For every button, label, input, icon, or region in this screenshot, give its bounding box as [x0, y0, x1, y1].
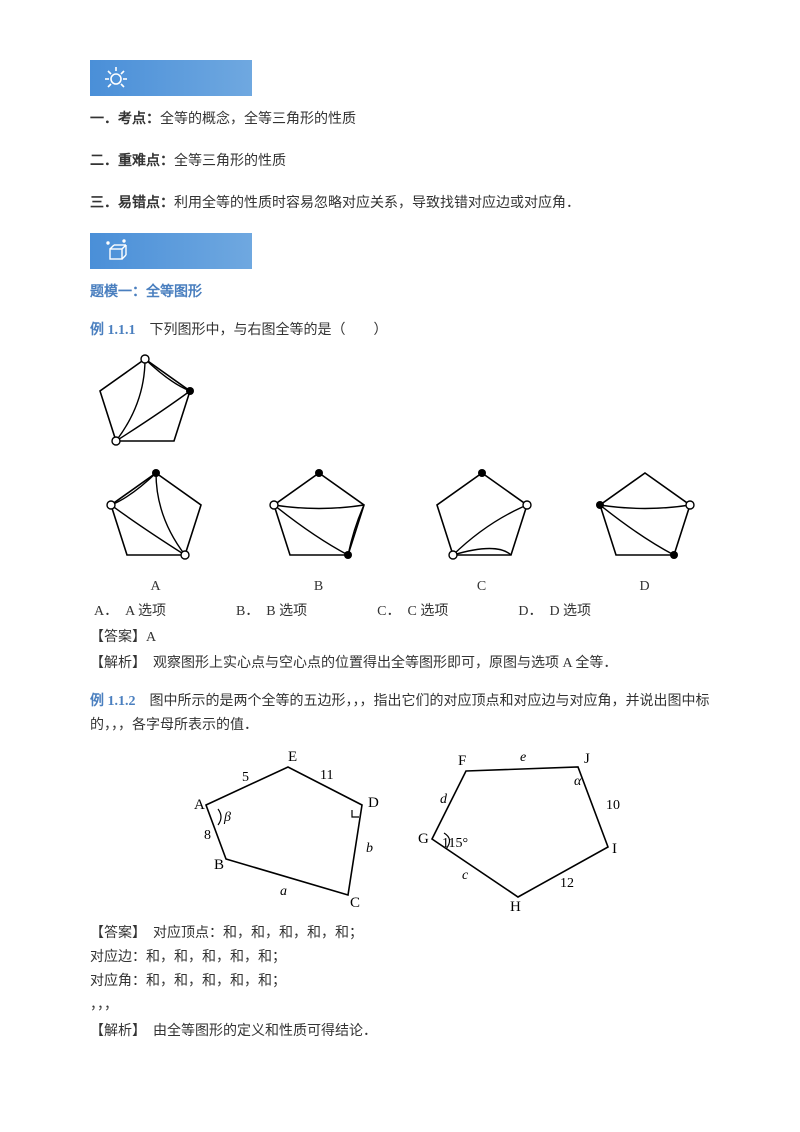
- lblF: F: [458, 753, 466, 769]
- s_AE: 5: [242, 770, 249, 785]
- lblI: I: [612, 841, 617, 857]
- s_HI: 12: [560, 876, 574, 891]
- ex2-analysis-text: 由全等图形的定义和性质可得结论．: [139, 1024, 377, 1039]
- ex1-option-text-line: A． A 选项 B． B 选项 C． C 选项 D． D 选项: [90, 600, 710, 624]
- point-1-text: 全等的概念，全等三角形的性质: [160, 112, 356, 127]
- ex1-num: 例 1.1.1: [90, 323, 136, 338]
- ex1-option-c: C: [416, 467, 547, 599]
- lightbulb-icon: [102, 64, 130, 92]
- s_a: a: [280, 884, 287, 899]
- ex1-answer: 【答案】A: [90, 626, 710, 650]
- ex1-optA-letter: A: [90, 575, 221, 599]
- ex1-analysis-text: 观察图形上实心点与空心点的位置得出全等图形即可，原图与选项 A 全等．: [139, 656, 617, 671]
- s_ED: 11: [320, 768, 333, 783]
- cube-icon: [102, 237, 130, 265]
- ex1-optD-letter: D: [579, 575, 710, 599]
- ex2-answer-l4: ，，，: [90, 994, 710, 1018]
- ex2-answer-l3: 对应角：和，和，和，和，和；: [90, 970, 710, 994]
- lblB: B: [214, 857, 224, 873]
- ex1-optD-line: D． D 选项: [518, 600, 591, 624]
- module-title: 题模一：全等图形: [90, 281, 710, 305]
- point-2-label: 二．重难点：: [90, 154, 174, 169]
- lblG: G: [418, 831, 429, 847]
- pentagon-left: A E D C B 5 11 8 b a β: [180, 747, 390, 912]
- ex2-answer-l2: 对应边：和，和，和，和，和；: [90, 946, 710, 970]
- lblC: C: [350, 895, 360, 911]
- lblE: E: [288, 749, 297, 765]
- s_e: e: [520, 750, 526, 765]
- lblD: D: [368, 795, 379, 811]
- ex1-optB-line: B． B 选项: [236, 600, 307, 624]
- ex1-analysis-label: 【解析】: [90, 656, 139, 671]
- ex2-answer: 【答案】 对应顶点：和，和，和，和，和；: [90, 922, 710, 946]
- banner-examples: [90, 233, 252, 269]
- point-1: 一．考点：全等的概念，全等三角形的性质: [90, 108, 710, 132]
- ex1-optB-letter: B: [253, 575, 384, 599]
- alpha: α: [574, 774, 582, 789]
- ex1-optC-letter: C: [416, 575, 547, 599]
- ex2-stem: 图中所示的是两个全等的五边形，，，指出它们的对应顶点和对应边与对应角，并说出图中…: [90, 694, 710, 733]
- ex2-figure: A E D C B 5 11 8 b a β F J I H G e: [90, 747, 710, 912]
- ex1-analysis: 【解析】 观察图形上实心点与空心点的位置得出全等图形即可，原图与选项 A 全等．: [90, 652, 710, 676]
- ex1-optA-line: A． A 选项: [94, 600, 166, 624]
- ex1-stem: 下列图形中，与右图全等的是（ ）: [136, 323, 388, 338]
- ex1-optC-line: C． C 选项: [377, 600, 448, 624]
- example-2: 例 1.1.2 图中所示的是两个全等的五边形，，，指出它们的对应顶点和对应边与对…: [90, 690, 710, 1044]
- s_AB: 8: [204, 828, 211, 843]
- ex2-answer-text: 对应顶点：和，和，和，和，和；: [139, 926, 363, 941]
- ex1-option-d: D: [579, 467, 710, 599]
- point-3-text: 利用全等的性质时容易忽略对应关系，导致找错对应边或对应角．: [174, 196, 580, 211]
- ex1-answer-label: 【答案】: [90, 630, 146, 645]
- ex2-analysis: 【解析】 由全等图形的定义和性质可得结论．: [90, 1020, 710, 1044]
- example-1: 例 1.1.1 下列图形中，与右图全等的是（ ） A: [90, 319, 710, 676]
- ex1-option-a: A: [90, 467, 221, 599]
- ex1-main-figure: [90, 353, 710, 457]
- banner-keypoints: [90, 60, 252, 96]
- ex2-num: 例 1.1.2: [90, 694, 136, 709]
- point-2: 二．重难点：全等三角形的性质: [90, 150, 710, 174]
- ex2-analysis-label: 【解析】: [90, 1024, 139, 1039]
- point-2-text: 全等三角形的性质: [174, 154, 286, 169]
- s_beta: β: [223, 810, 231, 825]
- point-1-label: 一．考点：: [90, 112, 160, 127]
- s_c: c: [462, 868, 469, 883]
- point-3: 三．易错点：利用全等的性质时容易忽略对应关系，导致找错对应边或对应角．: [90, 192, 710, 216]
- lblA: A: [194, 797, 205, 813]
- s_b: b: [366, 841, 373, 856]
- ex2-answer-label: 【答案】: [90, 926, 139, 941]
- ex1-answer-text: A: [146, 630, 156, 645]
- ex1-option-b: B: [253, 467, 384, 599]
- lblH: H: [510, 899, 521, 912]
- ex1-options-row: A B C: [90, 467, 710, 599]
- s_d: d: [440, 792, 448, 807]
- point-3-label: 三．易错点：: [90, 196, 174, 211]
- s_JI: 10: [606, 798, 620, 813]
- lblJ: J: [584, 751, 590, 767]
- pentagon-right: F J I H G e d c 10 12 115° α: [410, 747, 620, 912]
